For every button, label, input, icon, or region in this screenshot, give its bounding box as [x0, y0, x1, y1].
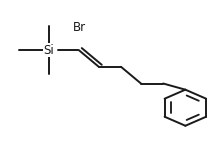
Text: Si: Si	[44, 44, 54, 57]
Text: Br: Br	[73, 21, 87, 34]
